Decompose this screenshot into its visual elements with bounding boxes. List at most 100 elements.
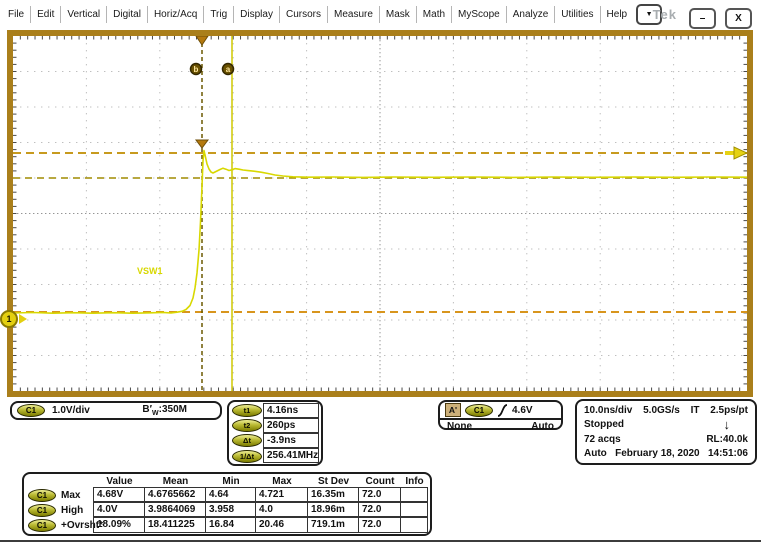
close-button[interactable]: X [725,8,752,29]
chevron-down-icon: ▼ [645,11,653,18]
menu-trig[interactable]: Trig [203,6,233,23]
menu-overflow-button[interactable]: ▼ [636,4,663,25]
table-cell: 4.64 [205,487,256,503]
minimize-button[interactable]: – [689,8,716,29]
acq-state-value: Stopped [584,419,624,431]
delta-t-badge: Δt [232,434,262,448]
cursor-row-t1: t1 4.16ns [231,402,319,418]
header-count: Count [365,476,395,487]
row-high-label: C1 High [26,503,94,518]
row-max-label: C1 Max [26,488,94,503]
record-length-value: RL:40.0k [706,433,748,445]
menu-digital[interactable]: Digital [106,6,147,23]
trigger-source-row: A' C1 4.6V [440,402,561,417]
row-overshoot-badge: C1 [28,519,56,533]
trigger-readout-box[interactable]: A' C1 4.6V None Auto [438,400,563,432]
measurement-grid: Value Mean Min Max St Dev Count Info C1 … [26,475,428,534]
waveform-display[interactable]: VSW1 b a [7,30,753,397]
cursor-readout-box[interactable]: t1 4.16ns t2 260ps Δt -3.9ns 1/Δt 256.41… [227,400,323,466]
table-cell: 3.958 [205,502,256,518]
menu-edit[interactable]: Edit [30,6,60,23]
cursor-b-handle[interactable] [189,62,203,76]
measurement-name: +Ovrsht* [61,520,103,532]
horizontal-readout-box[interactable]: 10.0ns/div 5.0GS/s IT 2.5ps/pt Stopped ↓… [575,399,757,465]
table-cell: 16.35m [307,487,359,503]
rising-edge-icon [497,403,508,417]
timebase-row: 10.0ns/div 5.0GS/s IT 2.5ps/pt [584,403,748,417]
t1-badge: t1 [232,404,262,418]
menu-horiz-acq[interactable]: Horiz/Acq [146,6,203,23]
header-blank [26,475,94,488]
menu-measure[interactable]: Measure [326,6,379,23]
t1-value: 4.16ns [263,402,319,418]
trigger-mode-row: None Auto [440,418,561,432]
vertical-scale-value: 1.0V/div [52,405,90,416]
table-cell: 72.0 [358,487,401,503]
menu-myscope[interactable]: MyScope [451,6,506,23]
header-info: Info [405,476,424,487]
acq-position-icon: ↓ [723,417,731,433]
trigger-level-arrow-tail [725,151,734,155]
channel-1-marker[interactable]: 1 [0,310,27,328]
table-cell: 4.721 [255,487,308,503]
trigger-level-arrow-icon[interactable] [733,146,747,160]
bandwidth-value: B′W:350M [142,404,187,417]
tek-logo: Tek [652,7,677,22]
table-cell: 72.0 [358,502,401,518]
time-value: 14:51:06 [707,448,748,460]
cursor-row-freq: 1/Δt 256.41MHz [231,448,320,464]
table-cell: 16.84 [205,517,256,533]
trigger-level-value: 4.6V [512,404,533,416]
table-cell: 18.09% [93,517,145,533]
a-trigger-badge: A' [445,403,461,417]
table-cell: 719.1m [307,517,359,533]
table-cell: 72.0 [358,517,401,533]
header-mean: Mean [162,476,189,487]
table-cell [400,487,428,503]
menu-analyze[interactable]: Analyze [505,6,555,23]
cursor-a-label: a [226,65,231,74]
trigger-source-badge: C1 [465,403,493,417]
channel-1-arrow-icon [19,314,27,324]
table-cell: 4.6765662 [144,487,206,503]
table-cell: 4.68V [93,487,145,503]
cursor-row-dt: Δt -3.9ns [231,432,319,449]
trigger-position-marker[interactable] [195,36,209,46]
waveform-canvas[interactable]: VSW1 b a [13,36,747,391]
inverse-delta-t-badge: 1/Δt [232,449,262,463]
menu-mask[interactable]: Mask [378,6,416,23]
measurement-name: High [61,505,84,517]
table-cell: 18.96m [307,502,359,518]
cursor-row-t2: t2 260ps [231,417,319,433]
trigger-mode-value: Auto [531,420,554,432]
bottom-separator [0,540,761,542]
header-min: Min [222,476,240,487]
sampling-mode-value: IT [690,404,700,416]
measurement-name: Max [61,490,81,502]
table-cell: 3.9864069 [144,502,206,518]
inverse-delta-t-value: 256.41MHz [263,448,320,464]
measurement-table[interactable]: Value Mean Min Max St Dev Count Info C1 … [22,472,432,536]
trigger-mode-label: Auto [584,448,607,460]
channel-readout-box[interactable]: C1 1.0V/div B′W:350M [10,401,222,420]
menu-utilities[interactable]: Utilities [554,6,599,23]
timebase-value: 10.0ns/div [584,404,633,416]
waveform-trace [13,149,747,315]
row-overshoot-label: C1 +Ovrsht* [26,518,103,533]
header-value: Value [106,476,133,487]
sample-rate-value: 5.0GS/s [643,404,680,416]
trace-label: VSW1 [137,266,163,276]
menu-display[interactable]: Display [233,6,279,23]
datetime-row: Auto February 18, 2020 14:51:06 [584,447,748,461]
cursor-a-handle[interactable] [221,62,235,76]
menu-cursors[interactable]: Cursors [278,6,327,23]
menu-vertical[interactable]: Vertical [60,6,106,23]
row-max-badge: C1 [28,489,56,503]
menu-math[interactable]: Math [415,6,451,23]
resolution-value: 2.5ps/pt [710,404,748,416]
trigger-holdoff-value: None [447,420,472,432]
menu-file[interactable]: File [8,9,25,20]
menu-help[interactable]: Help [599,6,634,23]
channel-1-badge: 1 [0,310,18,328]
